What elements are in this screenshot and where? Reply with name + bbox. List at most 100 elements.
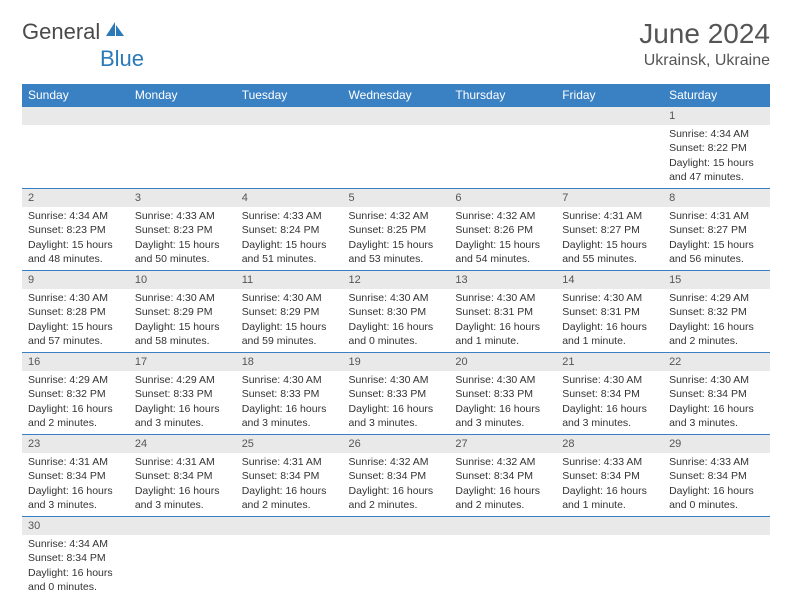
daylight-text: Daylight: 16 hours and 2 minutes. — [28, 402, 123, 430]
sunset-text: Sunset: 8:22 PM — [669, 141, 764, 155]
sunset-text: Sunset: 8:34 PM — [669, 469, 764, 483]
day-number: 5 — [343, 189, 450, 207]
day-number: 17 — [129, 353, 236, 371]
sunrise-text: Sunrise: 4:29 AM — [669, 291, 764, 305]
day-number: 10 — [129, 271, 236, 289]
daylight-text: Daylight: 15 hours and 58 minutes. — [135, 320, 230, 348]
sunset-text: Sunset: 8:31 PM — [562, 305, 657, 319]
sunset-text: Sunset: 8:29 PM — [135, 305, 230, 319]
day-number: 7 — [556, 189, 663, 207]
logo-word1: General — [22, 19, 100, 45]
calendar-week-row: 30Sunrise: 4:34 AMSunset: 8:34 PMDayligh… — [22, 516, 770, 597]
day-content: Sunrise: 4:29 AMSunset: 8:33 PMDaylight:… — [129, 371, 236, 434]
sunrise-text: Sunrise: 4:30 AM — [455, 291, 550, 305]
day-number: 1 — [663, 107, 770, 125]
calendar-day-cell — [22, 107, 129, 189]
calendar-day-cell: 15Sunrise: 4:29 AMSunset: 8:32 PMDayligh… — [663, 270, 770, 352]
day-number: 21 — [556, 353, 663, 371]
calendar-day-cell: 8Sunrise: 4:31 AMSunset: 8:27 PMDaylight… — [663, 188, 770, 270]
calendar-day-cell: 29Sunrise: 4:33 AMSunset: 8:34 PMDayligh… — [663, 434, 770, 516]
calendar-table: Sunday Monday Tuesday Wednesday Thursday… — [22, 84, 770, 598]
calendar-week-row: 23Sunrise: 4:31 AMSunset: 8:34 PMDayligh… — [22, 434, 770, 516]
sunrise-text: Sunrise: 4:33 AM — [135, 209, 230, 223]
sunrise-text: Sunrise: 4:30 AM — [242, 373, 337, 387]
calendar-day-cell: 26Sunrise: 4:32 AMSunset: 8:34 PMDayligh… — [343, 434, 450, 516]
sunset-text: Sunset: 8:27 PM — [669, 223, 764, 237]
sunrise-text: Sunrise: 4:30 AM — [349, 373, 444, 387]
sunrise-text: Sunrise: 4:33 AM — [562, 455, 657, 469]
sunset-text: Sunset: 8:32 PM — [669, 305, 764, 319]
sunrise-text: Sunrise: 4:31 AM — [562, 209, 657, 223]
calendar-day-cell — [556, 107, 663, 189]
day-number: 16 — [22, 353, 129, 371]
day-number: 3 — [129, 189, 236, 207]
day-number: 2 — [22, 189, 129, 207]
sunrise-text: Sunrise: 4:30 AM — [562, 291, 657, 305]
calendar-day-cell: 19Sunrise: 4:30 AMSunset: 8:33 PMDayligh… — [343, 352, 450, 434]
day-number — [236, 107, 343, 125]
day-number: 11 — [236, 271, 343, 289]
calendar-day-cell: 1 Sunrise: 4:34 AMSunset: 8:22 PMDaylight… — [663, 107, 770, 189]
calendar-week-row: 16Sunrise: 4:29 AMSunset: 8:32 PMDayligh… — [22, 352, 770, 434]
day-content: Sunrise: 4:30 AMSunset: 8:30 PMDaylight:… — [343, 289, 450, 352]
sunset-text: Sunset: 8:33 PM — [349, 387, 444, 401]
day-content: Sunrise: 4:31 AMSunset: 8:34 PMDaylight:… — [22, 453, 129, 516]
calendar-day-cell: 5Sunrise: 4:32 AMSunset: 8:25 PMDaylight… — [343, 188, 450, 270]
calendar-day-cell: 27Sunrise: 4:32 AMSunset: 8:34 PMDayligh… — [449, 434, 556, 516]
calendar-day-cell: 6Sunrise: 4:32 AMSunset: 8:26 PMDaylight… — [449, 188, 556, 270]
day-number: 26 — [343, 435, 450, 453]
sunrise-text: Sunrise: 4:32 AM — [455, 209, 550, 223]
calendar-body: 1Sunrise: 4:34 AMSunset: 8:22 PMDaylight… — [22, 107, 770, 598]
sunrise-text: Sunrise: 4:34 AM — [28, 537, 123, 551]
daylight-text: Daylight: 15 hours and 59 minutes. — [242, 320, 337, 348]
day-content: Sunrise: 4:30 AMSunset: 8:29 PMDaylight:… — [129, 289, 236, 352]
day-content: Sunrise: 4:30 AMSunset: 8:34 PMDaylight:… — [556, 371, 663, 434]
daylight-text: Daylight: 16 hours and 3 minutes. — [242, 402, 337, 430]
sunrise-text: Sunrise: 4:32 AM — [349, 209, 444, 223]
location: Ukrainsk, Ukraine — [639, 52, 770, 70]
day-number — [129, 517, 236, 535]
sunset-text: Sunset: 8:30 PM — [349, 305, 444, 319]
day-number — [129, 107, 236, 125]
sail-icon — [104, 18, 126, 44]
logo-word2: Blue — [100, 46, 144, 72]
day-content: Sunrise: 4:32 AMSunset: 8:34 PMDaylight:… — [449, 453, 556, 516]
sunrise-text: Sunrise: 4:32 AM — [349, 455, 444, 469]
day-content: Sunrise: 4:30 AMSunset: 8:31 PMDaylight:… — [449, 289, 556, 352]
daylight-text: Daylight: 16 hours and 0 minutes. — [28, 566, 123, 594]
calendar-day-cell: 28Sunrise: 4:33 AMSunset: 8:34 PMDayligh… — [556, 434, 663, 516]
day-number: 18 — [236, 353, 343, 371]
daylight-text: Daylight: 16 hours and 1 minute. — [455, 320, 550, 348]
sunset-text: Sunset: 8:29 PM — [242, 305, 337, 319]
daylight-text: Daylight: 16 hours and 3 minutes. — [562, 402, 657, 430]
title-block: June 2024 Ukrainsk, Ukraine — [639, 18, 770, 70]
day-content: Sunrise: 4:30 AMSunset: 8:33 PMDaylight:… — [449, 371, 556, 434]
daylight-text: Daylight: 16 hours and 0 minutes. — [349, 320, 444, 348]
day-number — [663, 517, 770, 535]
day-content: Sunrise: 4:32 AMSunset: 8:26 PMDaylight:… — [449, 207, 556, 270]
daylight-text: Daylight: 16 hours and 1 minute. — [562, 320, 657, 348]
sunrise-text: Sunrise: 4:34 AM — [669, 127, 764, 141]
day-number — [556, 107, 663, 125]
calendar-day-cell: 3Sunrise: 4:33 AMSunset: 8:23 PMDaylight… — [129, 188, 236, 270]
calendar-day-cell: 17Sunrise: 4:29 AMSunset: 8:33 PMDayligh… — [129, 352, 236, 434]
sunrise-text: Sunrise: 4:30 AM — [28, 291, 123, 305]
sunset-text: Sunset: 8:34 PM — [562, 469, 657, 483]
daylight-text: Daylight: 15 hours and 50 minutes. — [135, 238, 230, 266]
day-number: 4 — [236, 189, 343, 207]
sunset-text: Sunset: 8:34 PM — [28, 469, 123, 483]
calendar-day-cell: 13Sunrise: 4:30 AMSunset: 8:31 PMDayligh… — [449, 270, 556, 352]
daylight-text: Daylight: 16 hours and 3 minutes. — [135, 484, 230, 512]
day-number — [556, 517, 663, 535]
calendar-day-cell — [449, 107, 556, 189]
daylight-text: Daylight: 15 hours and 53 minutes. — [349, 238, 444, 266]
calendar-day-cell: 23Sunrise: 4:31 AMSunset: 8:34 PMDayligh… — [22, 434, 129, 516]
calendar-day-cell: 10Sunrise: 4:30 AMSunset: 8:29 PMDayligh… — [129, 270, 236, 352]
sunset-text: Sunset: 8:34 PM — [28, 551, 123, 565]
daylight-text: Daylight: 15 hours and 57 minutes. — [28, 320, 123, 348]
calendar-day-cell: 16Sunrise: 4:29 AMSunset: 8:32 PMDayligh… — [22, 352, 129, 434]
weekday-header: Monday — [129, 84, 236, 107]
daylight-text: Daylight: 16 hours and 2 minutes. — [242, 484, 337, 512]
day-content: Sunrise: 4:31 AMSunset: 8:34 PMDaylight:… — [129, 453, 236, 516]
daylight-text: Daylight: 15 hours and 47 minutes. — [669, 156, 764, 184]
